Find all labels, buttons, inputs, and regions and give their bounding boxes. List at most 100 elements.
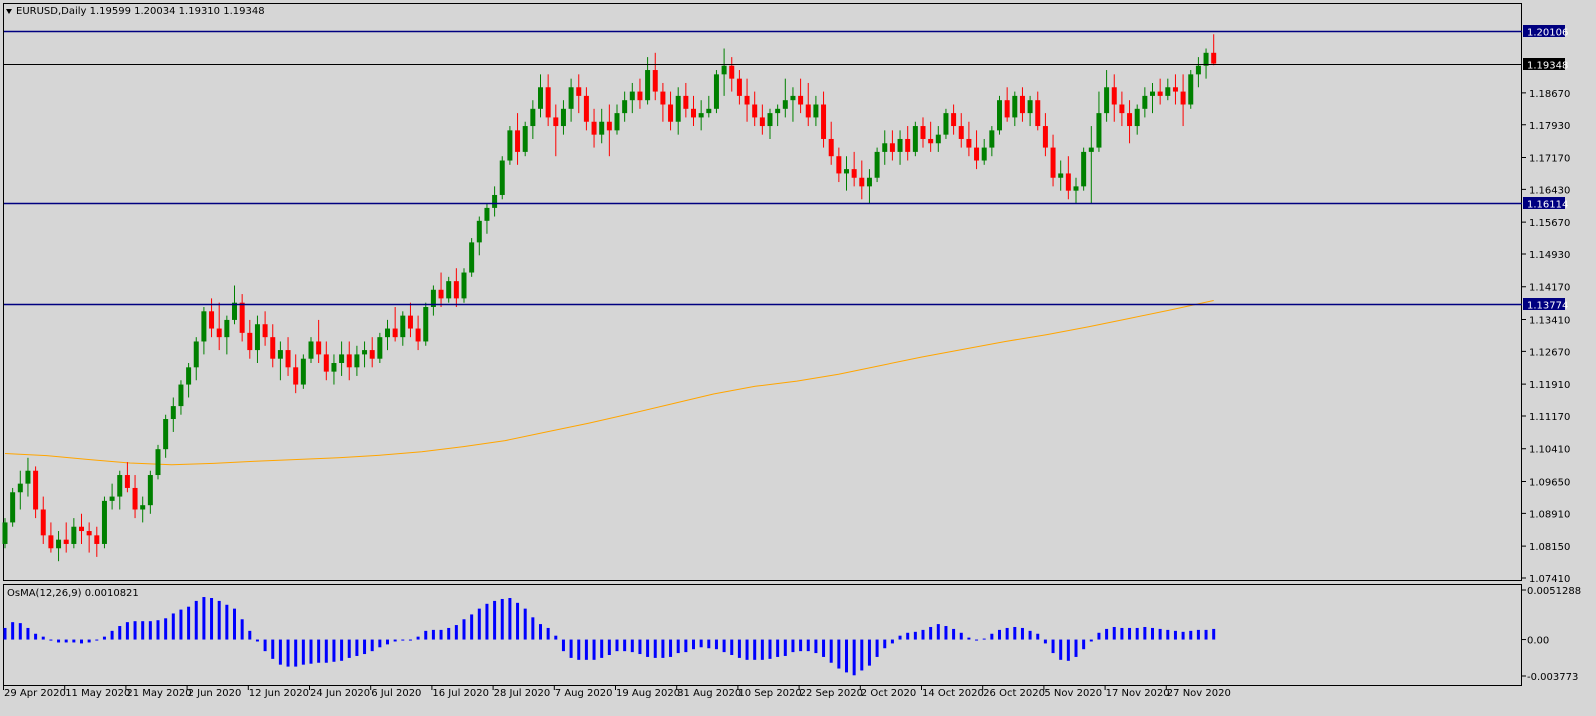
candle-body	[813, 104, 819, 118]
osma-bar	[546, 627, 550, 640]
osma-bar	[194, 600, 198, 640]
indicator-title: OsMA(12,26,9) 0.0010821	[7, 588, 139, 599]
candle-body	[1088, 147, 1094, 152]
date-tick-label: 2 Oct 2020	[861, 688, 916, 699]
candle	[239, 294, 245, 342]
candle	[798, 78, 804, 114]
candle	[415, 315, 421, 351]
candle-body	[1096, 113, 1102, 148]
candle-body	[951, 113, 957, 127]
candle	[790, 87, 796, 122]
osma-bar	[57, 639, 61, 643]
candle	[461, 268, 467, 303]
candle	[958, 113, 964, 148]
candle-body	[155, 449, 161, 476]
candle	[1203, 48, 1209, 79]
osma-bar	[1082, 639, 1086, 650]
price-tick-label: 1.09650	[1529, 477, 1570, 488]
candle-body	[958, 126, 964, 139]
price-tick-label: 1.13410	[1529, 315, 1570, 326]
candle-body	[308, 341, 314, 359]
candle	[744, 78, 750, 122]
candle-body	[124, 475, 130, 488]
candle	[691, 95, 696, 127]
candle-body	[484, 207, 490, 221]
candle-body	[614, 113, 620, 131]
candle-body	[86, 531, 92, 536]
osma-bar	[661, 639, 665, 658]
candle	[645, 57, 651, 105]
candle	[262, 311, 268, 346]
osma-bar	[141, 621, 145, 640]
osma-bar	[508, 598, 512, 640]
osma-bar	[263, 639, 267, 652]
osma-bar	[577, 639, 581, 660]
candle-body	[469, 242, 475, 273]
candle	[140, 496, 146, 523]
date-tick-label: 16 Jul 2020	[432, 688, 489, 699]
candle	[1211, 34, 1217, 66]
price-tick-label: 1.08910	[1529, 509, 1570, 520]
osma-bar	[822, 639, 826, 657]
candle	[889, 130, 895, 161]
candle-body	[1104, 87, 1110, 114]
candle	[1104, 70, 1110, 122]
osma-bar	[49, 639, 53, 641]
osma-bar	[860, 639, 864, 671]
candle-body	[966, 138, 972, 148]
date-tick-label: 10 Sep 2020	[738, 688, 801, 699]
osma-bar	[156, 620, 160, 640]
candle	[974, 130, 980, 170]
candle	[56, 531, 62, 562]
candle-body	[239, 302, 245, 333]
candle-body	[499, 160, 505, 195]
candle-body	[446, 281, 452, 299]
candle	[354, 345, 360, 376]
candle	[1096, 91, 1102, 152]
candle-body	[928, 138, 934, 144]
candle-body	[201, 311, 207, 342]
candle	[1012, 91, 1018, 127]
osma-bar	[1181, 631, 1185, 640]
candle	[660, 82, 666, 122]
candle-body	[912, 126, 918, 152]
candle	[86, 522, 92, 553]
candle	[767, 108, 773, 139]
candle-body	[2, 522, 8, 544]
osma-bar	[539, 624, 542, 640]
chart-title: EURUSD,Daily 1.19599 1.20034 1.19310 1.1…	[16, 6, 265, 17]
osma-bar	[1089, 639, 1093, 642]
osma-bar	[133, 621, 137, 640]
candle-body	[828, 138, 834, 157]
candle	[530, 100, 536, 139]
osma-bar	[737, 639, 741, 658]
candle-body	[79, 526, 84, 532]
candle	[1195, 57, 1201, 88]
candle	[430, 285, 436, 316]
candle	[637, 78, 643, 109]
candle	[1050, 134, 1056, 187]
osma-bar	[332, 639, 336, 662]
candle	[905, 126, 911, 161]
candle	[362, 341, 368, 368]
candle-body	[668, 104, 674, 122]
osma-bar	[347, 639, 351, 658]
osma-bar	[240, 619, 244, 640]
triangle-down-icon[interactable]	[6, 9, 12, 14]
osma-tick-label: -0.003773	[1527, 672, 1578, 683]
osma-bar	[363, 639, 367, 655]
candle	[400, 311, 406, 346]
candle	[476, 216, 482, 256]
candle	[897, 130, 903, 165]
osma-bar	[1066, 639, 1070, 661]
price-tick-label: 1.15670	[1529, 218, 1570, 229]
candle	[423, 302, 429, 346]
osma-bar	[401, 639, 405, 641]
candle-body	[645, 70, 651, 101]
candle	[186, 363, 192, 398]
candle	[1035, 91, 1041, 131]
osma-bar	[806, 639, 810, 652]
candle	[675, 87, 681, 135]
candle-body	[270, 337, 276, 359]
